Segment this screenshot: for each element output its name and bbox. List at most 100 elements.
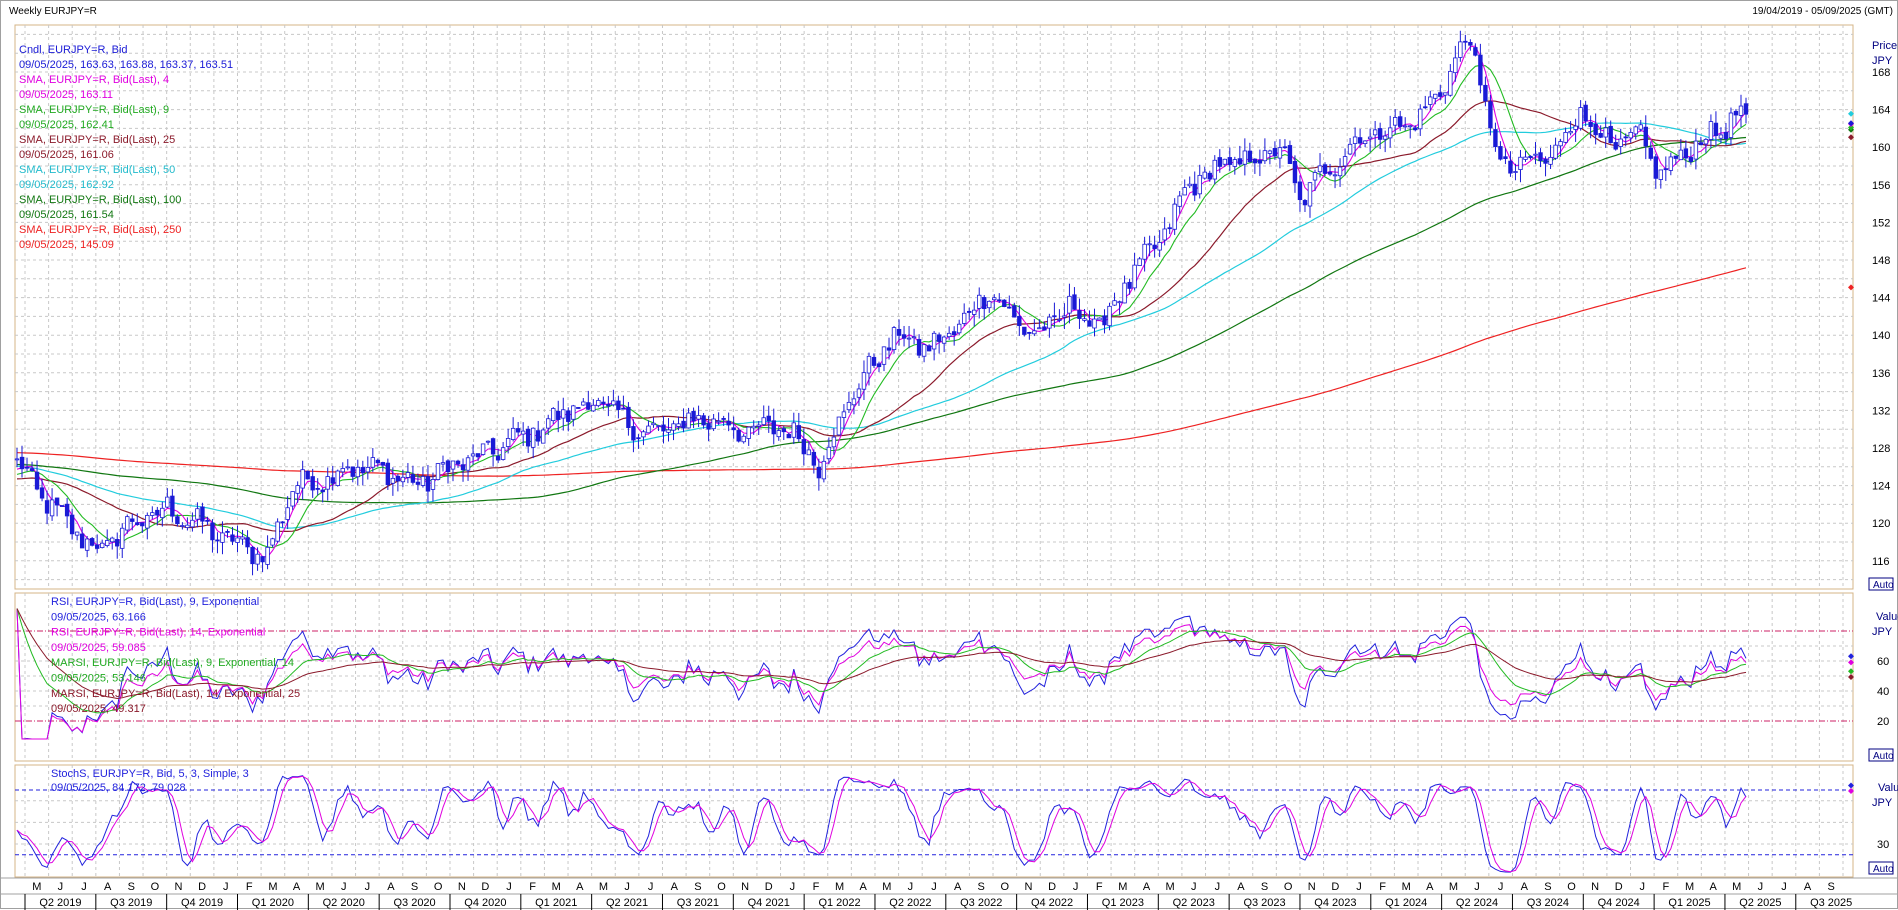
candle-body (861, 372, 867, 390)
candle-body (1623, 136, 1628, 139)
candle-body (1613, 142, 1618, 150)
candle-body (816, 466, 822, 479)
candle-body (400, 476, 406, 483)
candle-body (1152, 244, 1157, 250)
marsi-9-line (16, 608, 1747, 714)
candle-body (1122, 282, 1127, 304)
candle-body (385, 462, 391, 486)
svg-text:Auto: Auto (1873, 580, 1894, 591)
legend-entry: 09/05/2025, 163.11 (19, 89, 113, 101)
month-tick-label: M (268, 881, 277, 893)
candle-body (525, 428, 531, 447)
month-tick-label: O (434, 881, 443, 893)
month-tick-label: A (576, 881, 584, 893)
candle-body (500, 447, 506, 460)
candle-body (1317, 165, 1323, 173)
month-tick-label: A (1709, 881, 1717, 893)
candle-body (355, 466, 360, 478)
candle-body (290, 491, 295, 507)
candle-body (1643, 126, 1648, 147)
candle-body (1463, 40, 1468, 43)
price-tick-label: 160 (1872, 142, 1890, 154)
candle-body (967, 310, 972, 313)
candle-body (1518, 156, 1523, 170)
candle-body (1698, 142, 1704, 146)
candle-body (74, 531, 80, 536)
month-tick-label: J (1215, 881, 1221, 893)
price-tick-label: 124 (1872, 481, 1890, 493)
quarter-label: Q4 2019 (181, 897, 223, 909)
candle-body (601, 401, 606, 405)
price-tick-label: 156 (1872, 180, 1890, 192)
candle-body (1433, 93, 1438, 99)
candle-body (1693, 140, 1699, 160)
candle-body (1322, 164, 1328, 174)
candle-body (1127, 281, 1132, 289)
month-tick-label: A (859, 881, 867, 893)
candle-body (651, 422, 656, 426)
candle-body (1042, 326, 1047, 331)
quarter-label: Q2 2023 (1173, 897, 1215, 909)
candle-body (1162, 228, 1167, 241)
candle-body (520, 430, 526, 435)
candle-body (1242, 150, 1248, 165)
candle-body (1488, 101, 1493, 129)
rsi-9-line (16, 608, 1747, 740)
quarter-label: Q1 2025 (1668, 897, 1710, 909)
candle-body (1092, 318, 1097, 329)
candle-body (1012, 305, 1017, 318)
candle-body (1282, 146, 1288, 149)
candle-body (1723, 131, 1729, 140)
candle-body (1177, 195, 1182, 207)
candle-body (130, 518, 135, 522)
rsi-auto-button[interactable]: Auto (1868, 748, 1894, 762)
sma-4-line (16, 45, 1747, 558)
month-tick-label: J (908, 881, 914, 893)
stoch-d-line (16, 775, 1747, 873)
candle-body (175, 516, 180, 525)
candle-body (1182, 187, 1187, 196)
candle-body (270, 538, 275, 546)
quarter-label: Q1 2020 (252, 897, 294, 909)
candle-body (771, 420, 776, 435)
candle-body (1413, 127, 1418, 131)
month-tick-label: J (81, 881, 87, 893)
candle-body (1067, 295, 1072, 314)
month-tick-label: M (552, 881, 561, 893)
candle-body (350, 466, 355, 477)
quarter-label: Q3 2024 (1527, 897, 1569, 909)
candle-body (1538, 152, 1543, 162)
price-axis-unit: JPY (1872, 55, 1893, 67)
legend-entry: MARSI, EURJPY=R, Bid(Last), 14, Exponent… (51, 688, 300, 700)
candle-body (1608, 125, 1613, 144)
candle-body (1703, 138, 1709, 145)
candle-body (165, 496, 170, 508)
month-tick-label: S (1828, 881, 1835, 893)
price-plot[interactable] (14, 30, 1854, 576)
candle-body (666, 429, 671, 433)
month-tick-label: M (882, 881, 891, 893)
candle-body (465, 457, 471, 471)
candle-body (425, 476, 431, 492)
quarter-label: Q2 2022 (889, 897, 931, 909)
stoch-plot[interactable] (15, 775, 1854, 873)
candle-body (1583, 104, 1588, 122)
candle-body (230, 534, 235, 542)
candle-body (1387, 127, 1393, 139)
candle-body (1668, 156, 1674, 171)
candle-body (876, 363, 882, 368)
price-auto-button[interactable]: Auto (1868, 577, 1894, 591)
legend-entry: RSI, EURJPY=R, Bid(Last), 9, Exponential (51, 596, 259, 608)
candle-body (611, 400, 616, 406)
quarter-label: Q2 2020 (323, 897, 365, 909)
candle-body (1658, 169, 1664, 180)
stoch-auto-button[interactable]: Auto (1868, 861, 1894, 875)
month-tick-label: N (741, 881, 749, 893)
chart-title: Weekly EURJPY=R (9, 6, 97, 17)
rsi-last-marker (1848, 659, 1854, 666)
candle-body (1147, 243, 1152, 246)
candle-body (105, 540, 110, 546)
rsi-plot[interactable] (15, 608, 1854, 740)
